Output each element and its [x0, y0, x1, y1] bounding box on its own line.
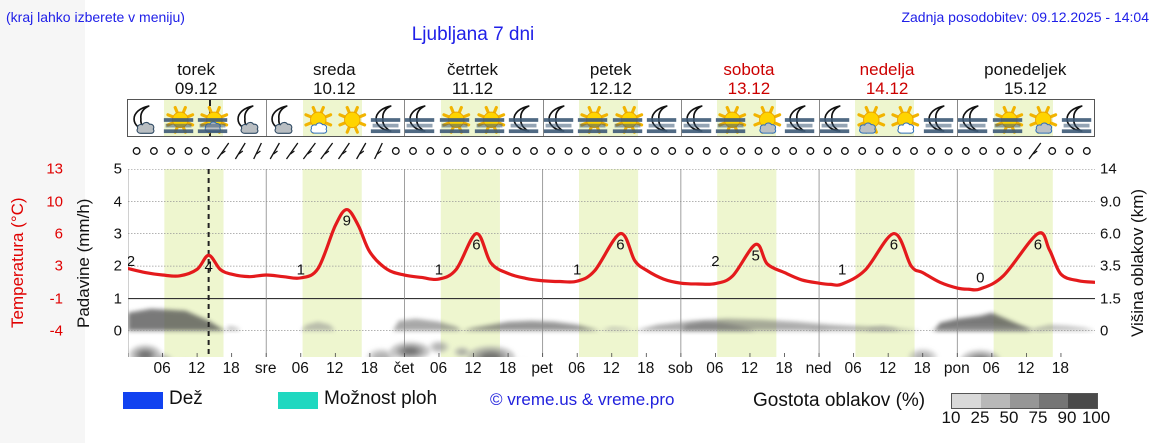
svg-text:9: 9 [342, 213, 350, 230]
svg-text:2: 2 [128, 253, 135, 270]
svg-text:0: 0 [976, 269, 984, 286]
svg-text:1: 1 [434, 261, 442, 278]
svg-text:1: 1 [573, 261, 581, 278]
svg-text:6: 6 [889, 237, 897, 254]
svg-text:2: 2 [711, 253, 719, 270]
svg-text:1: 1 [837, 261, 845, 278]
svg-text:1: 1 [296, 261, 304, 278]
svg-text:6: 6 [616, 237, 624, 254]
svg-text:6: 6 [1033, 237, 1041, 254]
svg-text:4: 4 [204, 258, 212, 275]
svg-text:6: 6 [472, 237, 480, 254]
svg-text:5: 5 [751, 247, 759, 264]
